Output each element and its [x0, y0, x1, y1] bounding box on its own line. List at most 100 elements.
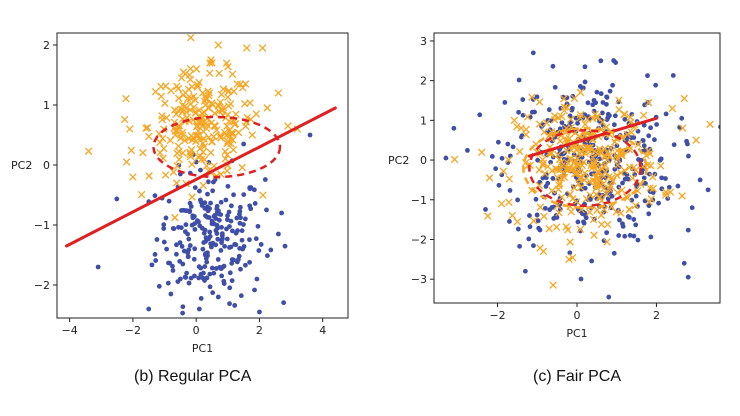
data-point-dot [631, 135, 637, 140]
y-tick-label: 1 [420, 114, 427, 127]
data-point-x [560, 169, 568, 177]
data-point-x [178, 101, 187, 109]
panel-regular-pca: −4 −2 0 2 4 −2 −1 0 1 2 PC1 PC2 [11, 32, 349, 355]
data-point-dot [516, 109, 522, 115]
data-point-dot [559, 120, 565, 126]
data-point-dot [192, 246, 198, 252]
data-point-x [228, 70, 237, 79]
data-point-dot [227, 301, 232, 307]
caption-regular-pca: (b) Regular PCA [134, 368, 252, 385]
data-point-dot [205, 179, 211, 185]
data-point-x [243, 44, 251, 52]
data-point-dot [653, 82, 659, 88]
caption-fair-pca: (c) Fair PCA [533, 368, 621, 385]
data-point-x [216, 131, 224, 140]
data-point-dot [184, 270, 190, 276]
data-point-dot [185, 254, 191, 259]
data-point-dot [499, 155, 505, 161]
data-point-dot [152, 193, 158, 199]
data-point-dot [616, 233, 622, 238]
data-point-x [668, 104, 677, 113]
data-point-dot [496, 182, 502, 188]
data-point-x [188, 193, 196, 201]
data-point-dot [235, 228, 240, 234]
data-point-dot [548, 159, 553, 165]
data-point-dot [534, 212, 540, 218]
data-point-dot [533, 196, 539, 202]
data-point-dot [552, 84, 558, 90]
data-point-x [175, 94, 183, 103]
data-point-x [555, 179, 564, 187]
data-point-dot [606, 294, 612, 300]
data-point-x [232, 110, 240, 119]
data-point-x [577, 183, 585, 192]
data-point-dot [216, 217, 222, 223]
data-point-x [173, 162, 182, 170]
data-point-dot [167, 260, 173, 266]
data-point-x [229, 146, 238, 154]
data-point-x [613, 155, 621, 163]
data-point-dot [252, 287, 257, 293]
data-point-dot [207, 271, 213, 277]
data-point-x [181, 88, 190, 97]
data-point-x [192, 108, 200, 117]
data-point-dot [198, 296, 204, 301]
data-point-x [557, 112, 566, 121]
data-point-dot [646, 203, 652, 209]
data-point-x [587, 161, 595, 170]
data-point-x [639, 111, 648, 120]
data-point-dot [527, 224, 533, 230]
data-point-x [536, 203, 545, 211]
data-point-dot [622, 116, 628, 122]
data-point-dot [225, 183, 231, 189]
data-point-x [125, 125, 134, 133]
data-point-x [644, 98, 653, 107]
data-point-dot [229, 228, 235, 234]
data-point-x [484, 212, 492, 220]
data-point-x [485, 174, 494, 182]
data-point-dot [239, 237, 245, 243]
data-point-dot [177, 258, 183, 264]
data-point-x [569, 195, 577, 203]
data-point-dot [646, 211, 652, 217]
data-point-x [565, 255, 573, 264]
data-point-dot [255, 223, 261, 229]
data-point-dot [247, 237, 252, 243]
data-point-x [625, 205, 634, 214]
data-point-dot [477, 112, 483, 118]
data-point-x [589, 176, 597, 185]
data-point-dot [161, 222, 167, 228]
data-point-dot [171, 226, 177, 232]
data-point-x [581, 149, 589, 158]
data-point-dot [643, 181, 648, 186]
data-point-x [566, 238, 574, 246]
data-point-dot [547, 207, 553, 213]
data-point-dot [207, 234, 213, 239]
data-point-dot [209, 265, 215, 271]
data-point-dot [534, 94, 540, 100]
data-point-x [202, 162, 211, 170]
data-point-x [129, 173, 137, 181]
data-point-dot [652, 137, 657, 143]
data-point-x [227, 140, 235, 148]
data-point-x [613, 171, 621, 180]
data-point-x [204, 104, 213, 112]
data-point-x [221, 147, 229, 156]
data-point-x [596, 145, 604, 153]
data-point-dot [241, 141, 247, 147]
data-point-dot [550, 63, 556, 69]
data-point-x [603, 220, 612, 229]
data-point-dot [206, 160, 212, 165]
data-point-dot [589, 258, 595, 264]
data-point-dot [238, 293, 244, 299]
data-point-x [223, 122, 231, 130]
data-point-dot [604, 230, 610, 236]
data-point-x [539, 247, 548, 256]
data-point-x [597, 211, 606, 219]
data-point-dot [205, 253, 210, 259]
y-tick-label: 3 [420, 35, 427, 48]
data-point-x [535, 120, 544, 128]
data-point-x [137, 190, 146, 199]
data-point-x [566, 190, 574, 199]
data-point-x [497, 199, 506, 208]
